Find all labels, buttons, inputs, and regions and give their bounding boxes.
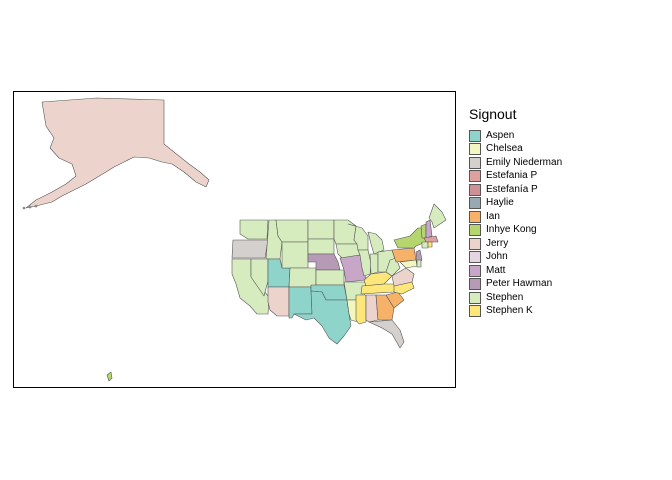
legend-label: Stephen K [486, 305, 533, 317]
state-indiana [369, 253, 379, 275]
state-pennsylvania [391, 247, 417, 263]
state-mississippi [355, 294, 367, 325]
legend-label: Chelsea [486, 143, 523, 155]
state-vermont [420, 223, 427, 239]
legend-label: Inhye Kong [486, 224, 537, 236]
state-new-mexico [288, 286, 313, 319]
legend-item: Stephen [469, 291, 562, 305]
state-texas [293, 290, 352, 345]
legend-item: Stephen K [469, 305, 562, 319]
legend-label: Haylie [486, 197, 514, 209]
legend-item: Ian [469, 210, 562, 224]
legend-item: Matt [469, 264, 562, 278]
state-nebraska [307, 253, 341, 271]
legend-label: John [486, 251, 508, 263]
state-massachusetts [423, 235, 439, 243]
state-minnesota [333, 219, 358, 245]
state-kansas [315, 269, 345, 286]
legend-item: Chelsea [469, 143, 562, 157]
legend-item: John [469, 251, 562, 265]
legend-swatch [469, 278, 481, 291]
legend-item: Emily Niederman [469, 156, 562, 170]
state-south-carolina [385, 291, 405, 309]
us-map [22, 97, 447, 382]
map-panel [13, 91, 456, 388]
legend-items: Aspen Chelsea Emily Niederman Estefania P Es… [469, 129, 562, 318]
state-illinois [357, 249, 372, 277]
state-connecticut [421, 241, 429, 249]
state-montana [275, 219, 309, 243]
state-north-dakota [307, 219, 335, 240]
legend-swatch [469, 291, 481, 304]
legend-item: Estefanía P [469, 183, 562, 197]
state-tennessee [360, 283, 397, 295]
legend-label: Emily Niederman [486, 156, 563, 168]
aleutian-island [34, 204, 38, 208]
legend-swatch [469, 264, 481, 277]
state-virginia [391, 267, 415, 287]
legend-swatch [469, 224, 481, 237]
state-michigan [367, 231, 385, 255]
legend-label: Estefanía P [486, 183, 538, 195]
legend-swatch [469, 237, 481, 250]
legend-swatch [469, 305, 481, 318]
legend-label: Stephen [486, 291, 524, 303]
legend-swatch [469, 197, 481, 210]
legend-label: Estefania P [486, 170, 538, 182]
state-south-dakota [307, 238, 335, 255]
state-delaware [416, 259, 422, 268]
legend-label: Matt [486, 264, 506, 276]
legend-swatch [469, 251, 481, 264]
legend: Signout Aspen Chelsea Emily Niederman Estef… [469, 106, 562, 318]
legend-swatch [469, 170, 481, 183]
legend-item: Jerry [469, 237, 562, 251]
legend-swatch [469, 183, 481, 196]
legend-item: Inhye Kong [469, 224, 562, 238]
state-washington [239, 219, 269, 240]
state-alaska [25, 97, 210, 209]
state-arizona [267, 286, 290, 317]
state-rhode-island [427, 241, 433, 248]
legend-swatch [469, 210, 481, 223]
aleutian-island [22, 206, 26, 210]
legend-swatch [469, 143, 481, 156]
state-maine [428, 203, 447, 229]
state-alabama [365, 294, 379, 323]
state-oregon [231, 239, 269, 259]
state-nevada [250, 258, 269, 297]
legend-item: Estefania P [469, 170, 562, 184]
state-colorado [288, 267, 317, 288]
legend-item: Aspen [469, 129, 562, 143]
state-new-hampshire [425, 219, 433, 239]
legend-title: Signout [469, 106, 517, 122]
legend-item: Haylie [469, 197, 562, 211]
legend-label: Jerry [486, 237, 509, 249]
legend-swatch [469, 156, 481, 169]
state-wyoming [281, 241, 309, 269]
state-florida [368, 319, 405, 349]
legend-swatch [469, 129, 481, 142]
legend-label: Aspen [486, 129, 515, 141]
legend-label: Ian [486, 210, 500, 222]
legend-item: Peter Hawman [469, 278, 562, 292]
state-hawaii [106, 371, 113, 382]
legend-label: Peter Hawman [486, 278, 553, 290]
aleutian-island [28, 205, 32, 209]
